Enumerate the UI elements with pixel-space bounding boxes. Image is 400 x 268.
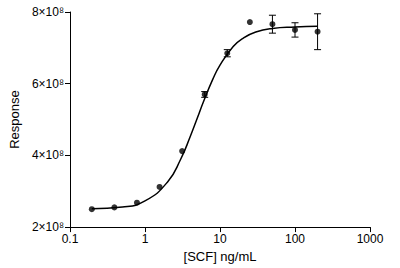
svg-text:6×10⁸: 6×10⁸ bbox=[32, 77, 64, 91]
svg-text:10: 10 bbox=[213, 232, 227, 246]
svg-text:100: 100 bbox=[285, 232, 305, 246]
svg-text:[SCF] ng/mL: [SCF] ng/mL bbox=[184, 249, 257, 264]
svg-text:1000: 1000 bbox=[357, 232, 384, 246]
svg-text:0.1: 0.1 bbox=[62, 232, 79, 246]
svg-text:4×10⁸: 4×10⁸ bbox=[32, 148, 64, 162]
svg-text:1: 1 bbox=[142, 232, 149, 246]
svg-text:Response: Response bbox=[7, 90, 22, 149]
svg-text:2×10⁸: 2×10⁸ bbox=[32, 220, 64, 234]
svg-text:8×10⁸: 8×10⁸ bbox=[32, 5, 64, 19]
